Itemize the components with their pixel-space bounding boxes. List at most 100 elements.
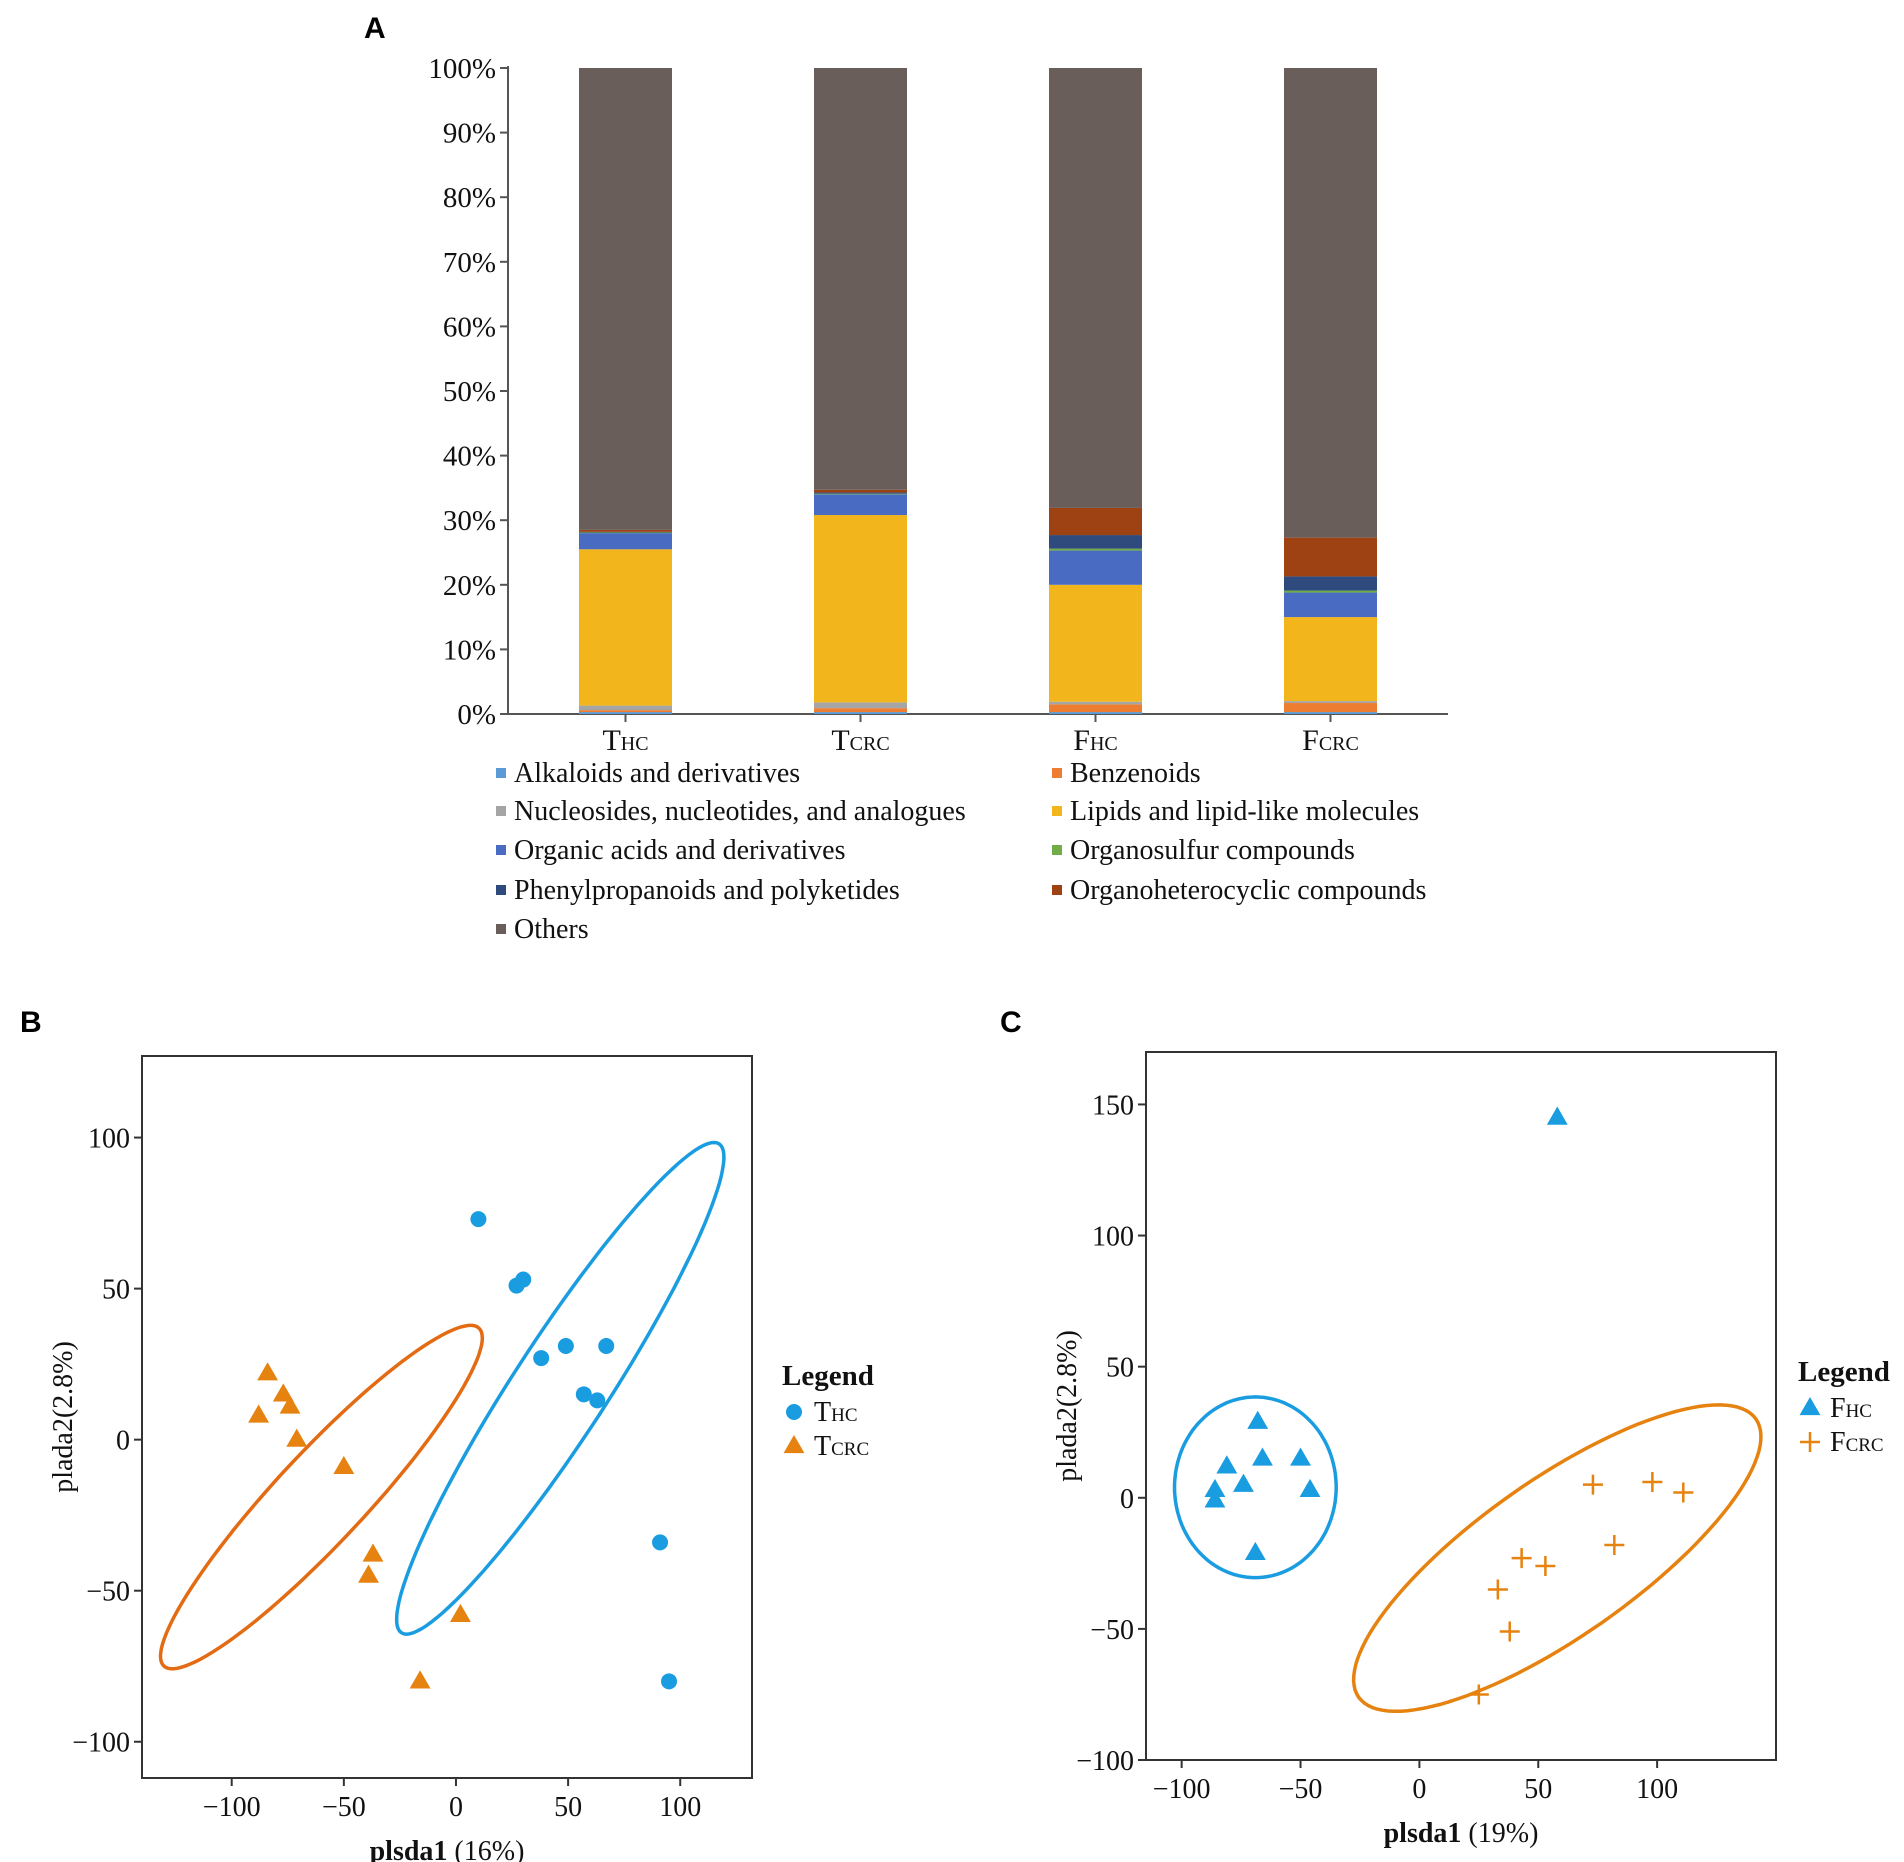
data-point-fhc [1216,1455,1238,1474]
x-tick-label: −50 [322,1792,366,1823]
data-point-thc [598,1338,615,1355]
bar-segment-lipids-and-lipid-like-molecules [1049,584,1142,702]
bar-segment-benzenoids [814,708,907,713]
bar-segment-phenylpropanoids-and-polyketides [814,492,907,494]
bar-segment-lipids-and-lipid-like-molecules [1284,617,1377,702]
data-point-thc [557,1338,574,1355]
panel-letter-c: C [1000,1006,1022,1039]
x-axis-title: plsda1 (16%) [370,1836,525,1862]
bar-segment-others [814,68,907,490]
legend-marker-fhc [1799,1397,1821,1416]
data-point-thc [575,1386,592,1403]
data-point-tcrc [358,1564,379,1583]
data-point-fcrc [1604,1534,1625,1555]
y-tick-label: 150 [1092,1090,1134,1121]
bar-segment-lipids-and-lipid-like-molecules [579,549,672,706]
y-tick-label: −100 [72,1728,130,1759]
legend-label-benzenoids: Benzenoids [1070,758,1201,789]
legend-label-thc: THC [814,1397,858,1428]
y-tick-label: 50 [1106,1353,1134,1384]
y-tick-label: 20% [443,570,496,602]
bar-segment-benzenoids [1284,703,1377,713]
legend-swatch-alkaloids-and-derivatives [496,768,506,778]
x-tick-label: FHC [1073,724,1117,757]
bar-segment-alkaloids-and-derivatives [1284,712,1377,714]
confidence-ellipse-thc [394,1140,726,1636]
y-tick-label: 100% [428,53,496,85]
plot-frame [1145,1051,1777,1761]
data-point-tcrc [409,1670,431,1689]
legend-label-phenylpropanoids-and-polyketides: Phenylpropanoids and polyketides [514,875,900,906]
bar-segment-organic-acids-and-derivatives [579,533,672,550]
legend-marker-thc [786,1404,802,1420]
confidence-ellipse-tcrc [158,1323,485,1671]
bar-segment-alkaloids-and-derivatives [814,712,907,714]
x-tick-label: 0 [449,1792,463,1823]
data-point-fcrc [1468,1684,1489,1705]
legend-swatch-others [496,924,506,934]
bar-segment-organoheterocyclic-compounds [1284,537,1377,577]
bar-segment-nucleosides-nucleotides-and-analogues [814,702,907,709]
legend-marker-fcrc [1800,1432,1820,1452]
bar-segment-lipids-and-lipid-like-molecules [814,515,907,703]
legend-label-organosulfur-compounds: Organosulfur compounds [1070,835,1355,866]
y-tick-label: 0% [457,699,496,731]
y-tick-label: 60% [443,311,496,343]
panel-letter-a: A [364,12,386,45]
x-tick-label: −100 [203,1792,261,1823]
data-point-fhc [1252,1447,1273,1466]
legend-label-alkaloids-and-derivatives: Alkaloids and derivatives [514,758,800,789]
panel-letter-b: B [20,1006,42,1039]
data-point-fhc [1546,1106,1568,1125]
x-tick-label: 0 [1412,1774,1426,1805]
data-point-fhc [1204,1489,1226,1508]
plot-frame [141,1055,753,1779]
x-tick-label: 50 [1524,1774,1552,1805]
bar-segment-benzenoids [1049,704,1142,713]
data-point-fhc [1233,1473,1254,1492]
y-tick-label: −100 [1076,1746,1134,1777]
legend-label-lipids-and-lipid-like-molecules: Lipids and lipid-like molecules [1070,796,1419,827]
bar-segment-others [1284,68,1377,538]
bar-segment-phenylpropanoids-and-polyketides [1049,535,1142,549]
data-point-tcrc [272,1383,294,1402]
y-tick-label: 10% [443,634,496,666]
data-point-tcrc [248,1404,270,1423]
data-point-tcrc [362,1543,384,1562]
data-point-fcrc [1642,1472,1663,1493]
y-tick-label: 100 [1092,1222,1134,1253]
y-tick-label: 100 [88,1124,130,1155]
y-tick-label: 80% [443,182,496,214]
x-tick-label: 100 [659,1792,701,1823]
data-point-fcrc [1499,1621,1520,1642]
legend-label-others: Others [514,914,589,945]
legend-swatch-lipids-and-lipid-like-molecules [1052,806,1062,816]
legend-title: Legend [782,1360,874,1392]
bar-segment-others [1049,68,1142,508]
legend-swatch-organoheterocyclic-compounds [1052,885,1062,895]
panel-b-scatter-plot: −100 −50 0 50 100 100 50 0 −50 −100 plsda1 (16%) pl… [48,1055,874,1862]
y-tick-label: 0 [116,1426,130,1457]
y-tick-label: −50 [1090,1615,1134,1646]
confidence-ellipse-fhc [1172,1395,1338,1580]
y-tick-label: −50 [86,1577,130,1608]
data-point-thc [589,1392,606,1409]
x-tick-label: FCRC [1302,724,1359,757]
x-tick-label: −50 [1279,1774,1323,1805]
bar-segment-alkaloids-and-derivatives [579,712,672,714]
bar-segment-phenylpropanoids-and-polyketides [1284,576,1377,591]
bar-segment-nucleosides-nucleotides-and-analogues [1049,701,1142,705]
legend-label-tcrc: TCRC [814,1431,869,1462]
bar-segment-nucleosides-nucleotides-and-analogues [1284,701,1377,704]
data-point-tcrc [279,1395,301,1414]
legend-label-organic-acids-and-derivatives: Organic acids and derivatives [514,835,845,866]
data-point-thc [533,1350,550,1367]
legend-label-fhc: FHC [1830,1393,1872,1424]
y-tick-label: 0 [1120,1484,1134,1515]
bar-segment-organosulfur-compounds [1284,590,1377,593]
legend-title: Legend [1798,1356,1890,1388]
x-tick-label: 100 [1636,1774,1678,1805]
panel-a-stacked-bar-chart: 0% 10% 20% 30% 40% 50% 60% 70% 80% 90% 100% THC TCRC… [428,53,1448,945]
bar-segment-organoheterocyclic-compounds [814,489,907,493]
y-tick-label: 50% [443,376,496,408]
